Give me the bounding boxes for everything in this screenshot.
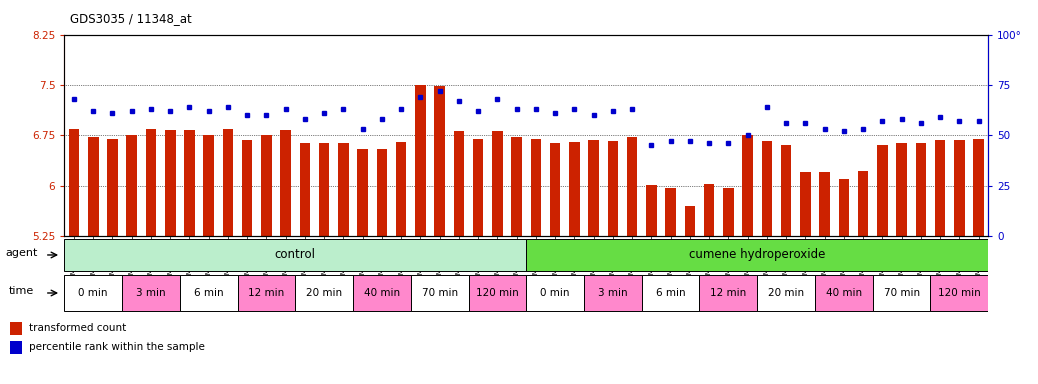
Text: 12 min: 12 min	[710, 288, 746, 298]
Bar	[88, 137, 99, 236]
FancyBboxPatch shape	[295, 275, 353, 311]
Text: transformed count: transformed count	[29, 323, 127, 333]
FancyBboxPatch shape	[757, 275, 815, 311]
Bar	[839, 179, 849, 236]
FancyBboxPatch shape	[873, 275, 930, 311]
Bar	[685, 206, 695, 236]
FancyBboxPatch shape	[930, 275, 988, 311]
Bar	[145, 129, 157, 236]
Bar	[395, 142, 407, 236]
FancyBboxPatch shape	[526, 275, 584, 311]
FancyBboxPatch shape	[353, 275, 411, 311]
Bar	[665, 189, 676, 236]
Bar	[569, 142, 579, 236]
FancyBboxPatch shape	[700, 275, 757, 311]
Bar	[896, 143, 907, 236]
Bar	[262, 136, 272, 236]
Text: 40 min: 40 min	[364, 288, 400, 298]
Bar	[781, 145, 791, 236]
Bar	[377, 149, 387, 236]
FancyBboxPatch shape	[180, 275, 238, 311]
Text: 0 min: 0 min	[79, 288, 108, 298]
Bar	[127, 136, 137, 236]
Bar	[800, 172, 811, 236]
Text: cumene hydroperoxide: cumene hydroperoxide	[689, 248, 825, 262]
Bar	[10, 341, 22, 354]
FancyBboxPatch shape	[64, 275, 122, 311]
Bar	[280, 130, 291, 236]
Text: 70 min: 70 min	[421, 288, 458, 298]
Text: agent: agent	[5, 248, 38, 258]
Bar	[935, 140, 946, 236]
Bar	[916, 144, 926, 236]
Text: 70 min: 70 min	[883, 288, 920, 298]
FancyBboxPatch shape	[584, 275, 641, 311]
Bar	[184, 130, 195, 236]
FancyBboxPatch shape	[64, 239, 526, 271]
Bar	[242, 140, 252, 236]
Bar	[550, 143, 561, 236]
Text: time: time	[9, 286, 34, 296]
Bar	[107, 139, 117, 236]
Bar	[723, 189, 734, 236]
Text: 6 min: 6 min	[656, 288, 685, 298]
Bar	[954, 140, 964, 236]
Bar	[492, 131, 502, 236]
Bar	[607, 141, 619, 236]
Bar	[819, 172, 829, 236]
FancyBboxPatch shape	[411, 275, 468, 311]
FancyBboxPatch shape	[122, 275, 180, 311]
Bar	[338, 144, 349, 236]
Bar	[434, 86, 445, 236]
Text: 40 min: 40 min	[826, 288, 862, 298]
Bar	[974, 139, 984, 236]
Bar	[10, 321, 22, 335]
Bar	[704, 184, 714, 236]
FancyBboxPatch shape	[238, 275, 295, 311]
Bar	[165, 130, 175, 236]
Bar	[69, 129, 79, 236]
Text: 3 min: 3 min	[136, 288, 166, 298]
Bar	[530, 139, 541, 236]
Bar	[589, 140, 599, 236]
Text: 3 min: 3 min	[598, 288, 628, 298]
Bar	[454, 131, 464, 236]
Bar	[742, 136, 753, 236]
Bar	[223, 129, 234, 236]
FancyBboxPatch shape	[468, 275, 526, 311]
Text: GDS3035 / 11348_at: GDS3035 / 11348_at	[70, 12, 191, 25]
Text: 20 min: 20 min	[768, 288, 804, 298]
Bar	[857, 171, 869, 236]
Bar	[473, 139, 484, 236]
Bar	[646, 185, 657, 236]
Bar	[627, 137, 637, 236]
Bar	[512, 137, 522, 236]
Text: percentile rank within the sample: percentile rank within the sample	[29, 342, 204, 352]
Text: 20 min: 20 min	[306, 288, 343, 298]
Bar	[300, 144, 310, 236]
Bar	[357, 149, 367, 236]
FancyBboxPatch shape	[526, 239, 988, 271]
Bar	[762, 141, 772, 236]
Text: 120 min: 120 min	[938, 288, 981, 298]
Text: 12 min: 12 min	[248, 288, 284, 298]
FancyBboxPatch shape	[815, 275, 873, 311]
Text: 0 min: 0 min	[541, 288, 570, 298]
Text: 120 min: 120 min	[476, 288, 519, 298]
Bar	[203, 136, 214, 236]
Text: control: control	[275, 248, 316, 262]
Bar	[415, 85, 426, 236]
FancyBboxPatch shape	[641, 275, 700, 311]
Bar	[877, 146, 887, 236]
Bar	[319, 144, 329, 236]
Text: 6 min: 6 min	[194, 288, 223, 298]
